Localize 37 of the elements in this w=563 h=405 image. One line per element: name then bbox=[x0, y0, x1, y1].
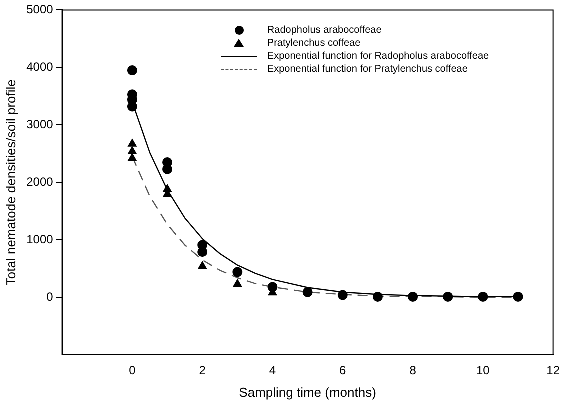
point bbox=[478, 292, 488, 302]
point bbox=[372, 292, 383, 302]
y-tick-label: 4000 bbox=[26, 60, 54, 74]
point bbox=[128, 139, 137, 147]
point bbox=[198, 262, 207, 270]
legend-label: Exponential function for Pratylenchus coffeae bbox=[267, 64, 468, 75]
x-axis-title: Sampling time (months) bbox=[239, 384, 376, 400]
point bbox=[128, 153, 137, 162]
point bbox=[127, 66, 138, 76]
x-tick-label: 4 bbox=[269, 364, 276, 378]
point bbox=[408, 292, 418, 302]
y-tick-label: 5000 bbox=[26, 2, 54, 17]
point bbox=[302, 287, 313, 298]
x-tick-label: 10 bbox=[476, 364, 490, 378]
legend-label: Pratylenchus coffeae bbox=[267, 38, 361, 49]
point bbox=[443, 292, 454, 302]
point bbox=[162, 164, 173, 174]
legend-label: Radopholus arabocoffeae bbox=[267, 24, 382, 36]
x-tick-label: 0 bbox=[129, 364, 136, 378]
point bbox=[268, 282, 278, 292]
point bbox=[233, 279, 242, 288]
point bbox=[128, 146, 137, 154]
legend-label: Exponential function for Radopholus arabocoffeae bbox=[267, 50, 490, 62]
y-tick-label: 0 bbox=[46, 290, 54, 304]
y-axis-title: Total nematode densities/soil profile bbox=[3, 80, 18, 286]
x-tick-label: 2 bbox=[199, 364, 206, 378]
point bbox=[198, 247, 208, 258]
point bbox=[513, 292, 524, 302]
point bbox=[232, 267, 243, 278]
y-tick-label: 3000 bbox=[26, 117, 54, 132]
x-tick-label: 12 bbox=[546, 364, 560, 378]
y-tick-label: 1000 bbox=[26, 232, 54, 246]
point bbox=[127, 102, 138, 112]
x-tick-label: 8 bbox=[410, 364, 417, 378]
y-tick-label: 2000 bbox=[26, 174, 54, 189]
point bbox=[338, 290, 348, 300]
x-tick-label: 6 bbox=[340, 364, 347, 378]
